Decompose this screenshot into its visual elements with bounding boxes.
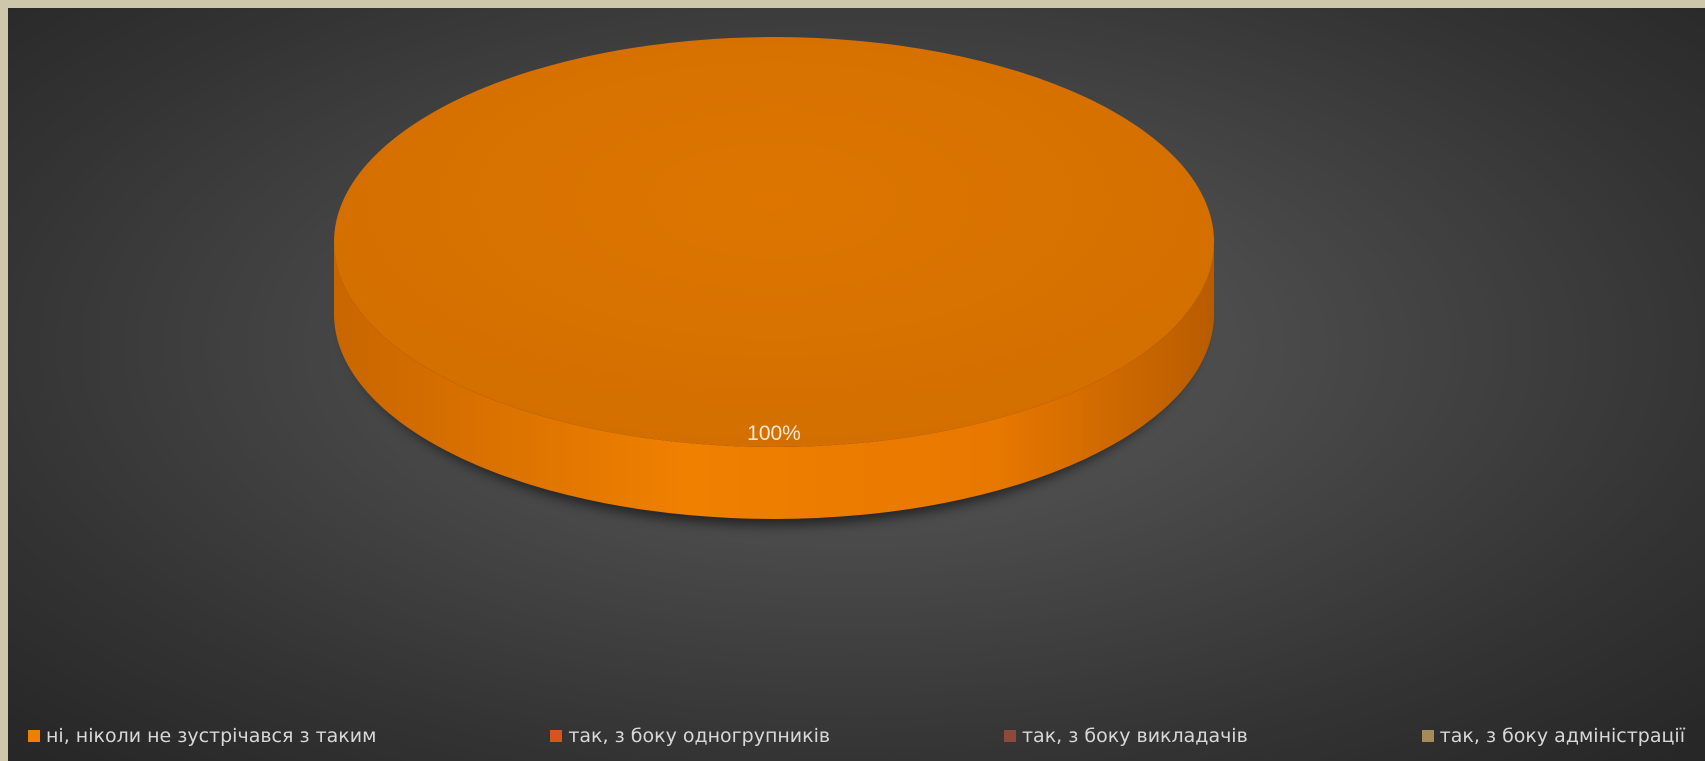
legend-item: ні, ніколи не зустрічався з таким <box>28 725 376 747</box>
legend-item: так, з боку адміністрації <box>1421 725 1685 747</box>
pie-chart: 100% <box>334 37 1214 525</box>
pie-slice-side <box>334 242 1214 519</box>
legend-swatch <box>28 730 40 742</box>
legend-swatch <box>1003 730 1016 742</box>
legend: ні, ніколи не зустрічався з таким так, з … <box>20 719 1693 753</box>
legend-item: так, з боку викладачів <box>1003 725 1248 747</box>
legend-label: так, з боку одногрупників <box>568 725 831 747</box>
legend-label: ні, ніколи не зустрічався з таким <box>46 725 377 747</box>
data-label: 100% <box>747 422 801 445</box>
legend-item: так, з боку одногрупників <box>550 725 830 747</box>
pie-slice <box>334 37 1214 447</box>
legend-swatch <box>1421 730 1434 742</box>
chart-area: 100% ні, ніколи не зустрічався з таким та… <box>8 8 1705 761</box>
legend-label: так, з боку адміністрації <box>1439 725 1685 747</box>
legend-label: так, з боку викладачів <box>1021 725 1248 747</box>
legend-swatch <box>550 730 563 742</box>
